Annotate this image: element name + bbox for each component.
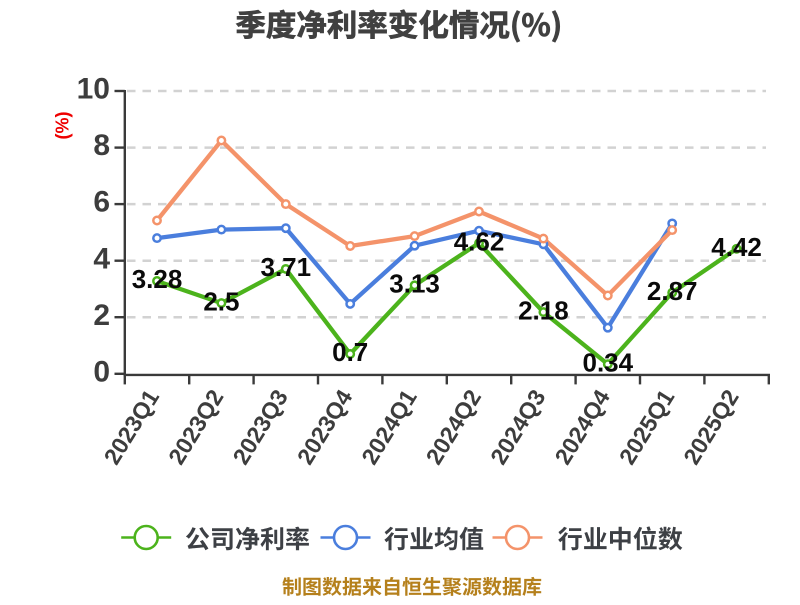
svg-text:6: 6 — [93, 186, 110, 219]
svg-text:3.13: 3.13 — [389, 269, 440, 299]
svg-text:8: 8 — [93, 129, 110, 162]
svg-text:3.28: 3.28 — [132, 264, 183, 294]
svg-text:0.7: 0.7 — [332, 337, 368, 367]
svg-text:4.62: 4.62 — [454, 226, 505, 256]
svg-text:10: 10 — [77, 73, 110, 106]
svg-text:2.18: 2.18 — [518, 295, 569, 325]
svg-text:0.34: 0.34 — [582, 347, 633, 377]
svg-text:4: 4 — [93, 242, 110, 275]
svg-text:2.5: 2.5 — [203, 286, 239, 316]
svg-text:0: 0 — [93, 355, 110, 388]
svg-text:3.71: 3.71 — [260, 252, 311, 282]
svg-text:4.42: 4.42 — [711, 232, 762, 262]
svg-text:2.87: 2.87 — [647, 276, 698, 306]
svg-text:(%): (%) — [53, 112, 73, 140]
svg-text:2: 2 — [93, 299, 110, 332]
